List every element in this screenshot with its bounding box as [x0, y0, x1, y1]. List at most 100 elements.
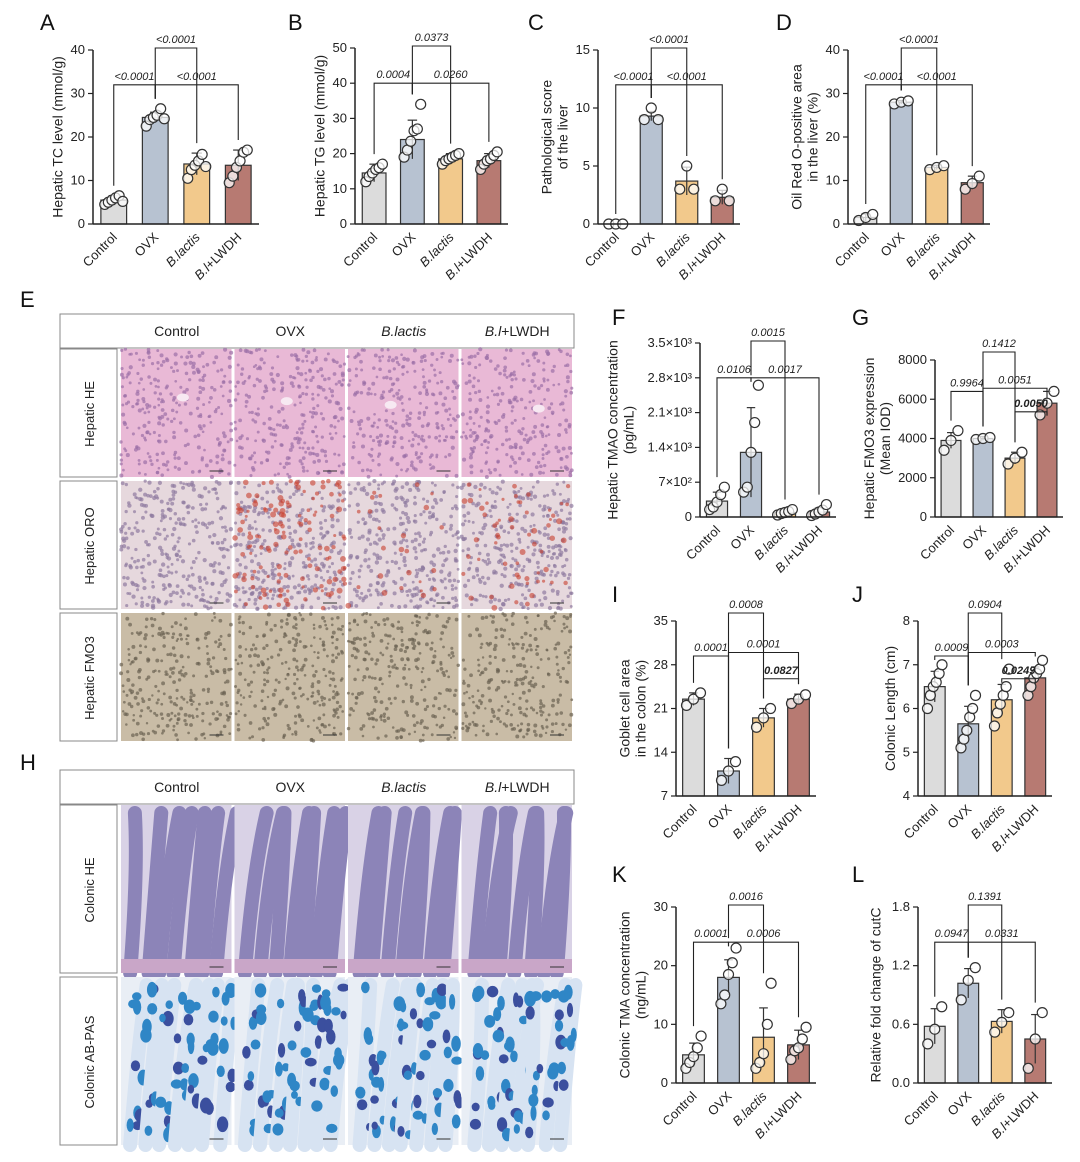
nucleus: [390, 559, 394, 564]
nucleus: [411, 430, 415, 434]
nucleus: [178, 555, 182, 559]
nucleus: [298, 714, 302, 719]
nucleus: [552, 383, 556, 387]
nucleus: [328, 432, 332, 436]
nucleus: [238, 435, 243, 441]
nucleus: [495, 669, 500, 674]
nucleus: [558, 492, 562, 496]
nucleus: [556, 513, 560, 517]
nucleus: [356, 649, 360, 653]
nucleus: [420, 670, 424, 674]
nucleus: [531, 430, 536, 434]
nucleus: [511, 405, 515, 409]
nucleus: [288, 563, 292, 568]
data-point: [674, 183, 686, 195]
nucleus: [262, 633, 267, 638]
nucleus: [335, 360, 339, 364]
nucleus: [311, 691, 315, 695]
nucleus: [466, 511, 471, 516]
nucleus: [541, 685, 545, 689]
nucleus: [206, 661, 211, 666]
lipid-droplet: [547, 508, 552, 512]
nucleus: [292, 657, 297, 662]
nucleus: [474, 365, 478, 370]
nucleus: [546, 352, 550, 356]
goblet-cell: [451, 1056, 463, 1065]
crypt: [322, 806, 353, 980]
nucleus: [500, 634, 505, 639]
nucleus: [433, 373, 437, 377]
nucleus: [406, 713, 410, 717]
nucleus: [323, 357, 328, 362]
nucleus: [120, 348, 124, 352]
nucleus: [126, 670, 130, 674]
goblet-cell: [475, 1066, 485, 1081]
nucleus: [569, 591, 573, 595]
nucleus: [395, 461, 400, 467]
nucleus: [514, 446, 518, 450]
y-tick-label: 0: [685, 509, 692, 524]
nucleus: [437, 439, 442, 443]
nucleus: [430, 641, 434, 645]
data-point: [799, 689, 812, 701]
nucleus: [310, 585, 315, 590]
nucleus: [135, 732, 139, 737]
nucleus: [126, 678, 131, 683]
nucleus: [260, 506, 264, 510]
nucleus: [119, 372, 124, 377]
panel-letter: H: [20, 750, 36, 775]
nucleus: [489, 359, 493, 363]
nucleus: [174, 552, 179, 557]
nucleus: [489, 434, 494, 439]
lipid-droplet: [326, 578, 333, 585]
column-header: B.l+LWDH: [485, 323, 550, 339]
nucleus: [377, 452, 382, 456]
lipid-droplet: [307, 563, 313, 569]
nucleus: [233, 521, 238, 525]
nucleus: [386, 434, 390, 438]
nucleus: [185, 577, 190, 582]
nucleus: [533, 637, 538, 642]
crypt: [407, 806, 431, 980]
nucleus: [418, 616, 422, 619]
nucleus: [147, 420, 151, 424]
nucleus: [391, 625, 395, 628]
nucleus: [253, 420, 258, 424]
nucleus: [427, 379, 432, 383]
nucleus: [167, 583, 173, 588]
nucleus: [447, 453, 452, 457]
nucleus: [303, 657, 308, 662]
nucleus: [205, 362, 210, 367]
nucleus: [523, 406, 528, 410]
nucleus: [207, 490, 211, 494]
nucleus: [205, 526, 209, 530]
goblet-cell: [221, 991, 230, 1006]
nucleus: [515, 683, 519, 687]
nucleus: [538, 733, 543, 738]
p-value-label: 0.0004: [376, 69, 410, 81]
nucleus: [520, 568, 525, 573]
nucleus: [372, 552, 376, 556]
nucleus: [262, 716, 266, 721]
nucleus: [480, 616, 485, 620]
nucleus: [445, 669, 448, 673]
nucleus: [355, 555, 359, 560]
nucleus: [203, 507, 208, 511]
nucleus: [488, 661, 492, 665]
nucleus: [322, 578, 326, 582]
micrograph-image: [348, 977, 464, 1152]
nucleus: [350, 456, 355, 460]
lipid-droplet: [338, 493, 342, 497]
nucleus: [386, 716, 391, 721]
data-point: [691, 1042, 703, 1054]
nucleus: [565, 375, 570, 380]
nucleus: [274, 639, 279, 644]
nucleus: [483, 667, 488, 672]
lipid-droplet: [527, 532, 532, 537]
nucleus: [567, 573, 572, 577]
x-tick-label: Control: [683, 522, 723, 562]
lipid-droplet: [266, 574, 270, 579]
nucleus: [423, 537, 427, 541]
nucleus: [553, 619, 556, 623]
